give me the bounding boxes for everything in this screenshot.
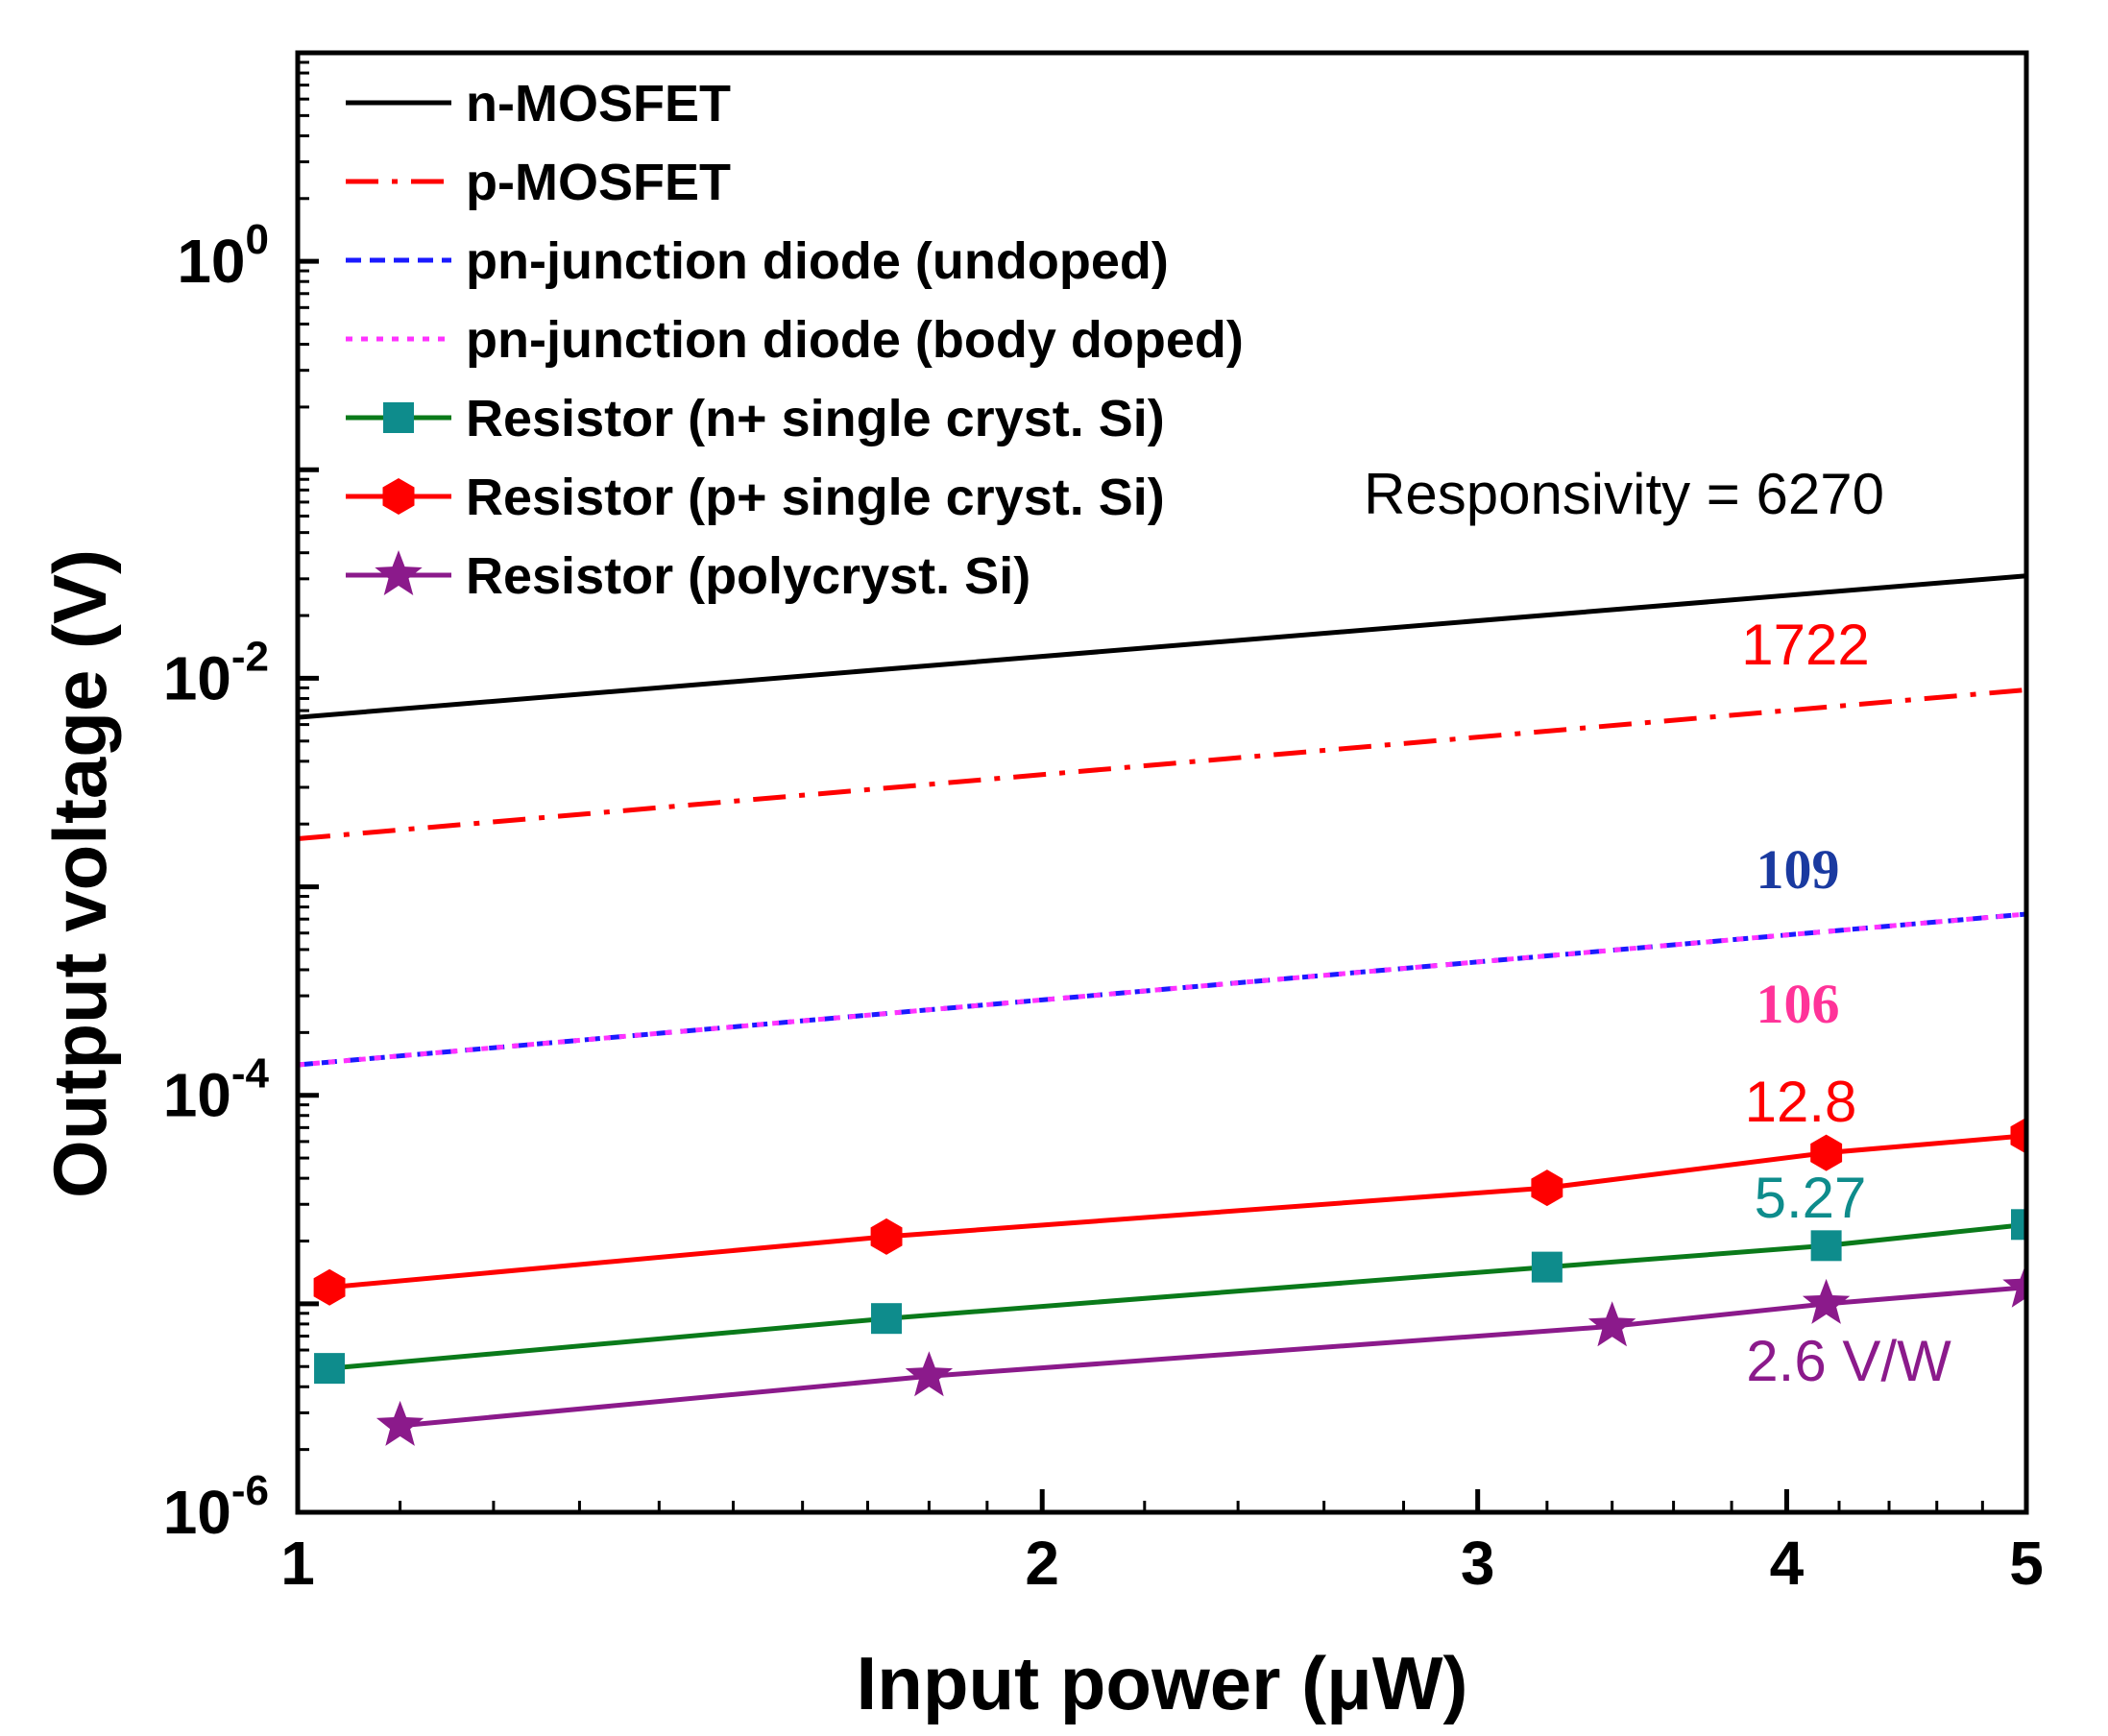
legend: n-MOSFET p-MOSFET pn-junction diode (undop… — [346, 75, 1244, 605]
x-tick-label-3: 4 — [1770, 1529, 1805, 1598]
series-4 — [314, 1209, 2026, 1385]
legend-item-5: Resistor (p+ single cryst. Si) — [346, 469, 1165, 526]
plot-frame — [295, 50, 2029, 1515]
y-tick-label-1: 10-2 — [163, 633, 269, 712]
legend-label-6: Resistor (polycryst. Si) — [466, 547, 1030, 605]
series-layer — [298, 573, 2026, 1446]
data-point-5-3 — [1810, 1134, 1843, 1171]
legend-marker-4 — [383, 402, 414, 433]
series-3 — [298, 911, 2026, 1068]
data-point-6-1 — [905, 1351, 954, 1397]
data-point-6-4 — [2002, 1262, 2026, 1308]
legend-label-0: n-MOSFET — [466, 75, 731, 133]
data-point-5-0 — [313, 1268, 346, 1306]
annotation-4: 12.8 — [1745, 1070, 1857, 1134]
x-axis-title: Input power (μW) — [857, 1641, 1468, 1725]
x-tick-label-2: 3 — [1461, 1529, 1495, 1598]
legend-item-0: n-MOSFET — [346, 75, 731, 133]
data-point-4-4 — [2011, 1209, 2026, 1241]
x-tick-label-4: 5 — [2009, 1529, 2044, 1598]
series-1 — [298, 687, 2026, 841]
annotation-6: 2.6 V/W — [1746, 1329, 1951, 1393]
data-point-6-3 — [1802, 1278, 1851, 1324]
y-tick-label-3: 10-6 — [163, 1467, 269, 1547]
data-point-5-1 — [870, 1218, 903, 1255]
data-point-6-0 — [376, 1400, 424, 1446]
data-point-5-2 — [1531, 1169, 1563, 1207]
annotation-3: 106 — [1757, 973, 1840, 1035]
annotation-2: 109 — [1757, 838, 1840, 901]
data-point-4-0 — [314, 1353, 346, 1385]
legend-item-2: pn-junction diode (undoped) — [346, 232, 1169, 290]
series-5 — [313, 1117, 2026, 1306]
legend-label-1: p-MOSFET — [466, 154, 731, 211]
legend-label-5: Resistor (p+ single cryst. Si) — [466, 469, 1165, 526]
annotation-5: 5.27 — [1755, 1166, 1867, 1230]
legend-item-1: p-MOSFET — [346, 154, 731, 211]
y-axis-title: Output voltage (V) — [37, 549, 122, 1198]
series-line-1 — [298, 687, 2026, 841]
y-tick-label-2: 10-4 — [163, 1050, 270, 1130]
x-tick-label-1: 2 — [1025, 1529, 1059, 1598]
legend-item-4: Resistor (n+ single cryst. Si) — [346, 390, 1165, 447]
annotation-0: Responsivity = 6270 — [1364, 462, 1884, 526]
data-point-6-2 — [1587, 1301, 1636, 1347]
legend-label-4: Resistor (n+ single cryst. Si) — [466, 390, 1165, 447]
legend-label-2: pn-junction diode (undoped) — [466, 232, 1169, 290]
legend-marker-5 — [382, 478, 415, 515]
ticks-layer: 100 10-2 10-4 10-61 2 3 4 5 — [163, 50, 2044, 1598]
annotations: Responsivity = 6270 1722 109 106 12.8 5.27 2.6… — [1364, 462, 1951, 1393]
y-tick-label-0: 100 — [177, 216, 269, 296]
series-line-3 — [298, 911, 2026, 1068]
annotation-1: 1722 — [1741, 613, 1869, 677]
series-6 — [376, 1262, 2026, 1446]
legend-label-3: pn-junction diode (body doped) — [466, 311, 1244, 369]
data-point-4-2 — [1531, 1251, 1563, 1283]
data-point-5-4 — [2010, 1117, 2026, 1154]
legend-item-3: pn-junction diode (body doped) — [346, 311, 1244, 369]
series-line-0 — [298, 573, 2026, 720]
series-0 — [298, 573, 2026, 720]
data-point-4-1 — [871, 1303, 903, 1335]
legend-marker-6 — [375, 550, 423, 595]
data-point-4-3 — [1810, 1230, 1842, 1262]
legend-item-6: Resistor (polycryst. Si) — [346, 547, 1030, 605]
x-tick-label-0: 1 — [280, 1529, 315, 1598]
